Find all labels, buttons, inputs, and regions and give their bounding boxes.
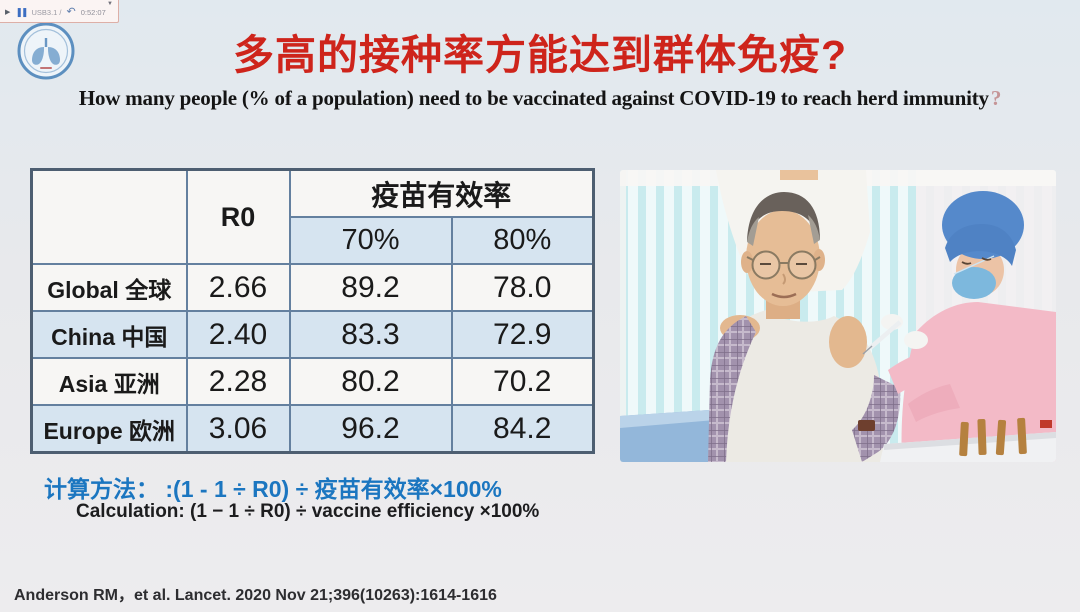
region-cell: Asia 亚洲 <box>30 357 188 406</box>
recorder-toolbar: ▶ ❚❚ USB3.1 / ↶ 0:52:07 ▼ <box>0 0 119 23</box>
calculation-formula-zh: 计算方法： :(1 - 1 ÷ R0) ÷ 疫苗有效率×100% <box>44 476 502 502</box>
device-label: USB3.1 / <box>31 8 62 17</box>
herd-immunity-table: R0 疫苗有效率 70% 80% Global 全球 2.66 89.2 78.… <box>30 168 595 454</box>
slide-subtitle: How many people (% of a population) need… <box>0 86 1080 111</box>
r0-cell: 2.40 <box>185 310 291 359</box>
coverage-80-cell: 70.2 <box>450 357 595 406</box>
chevron-down-icon[interactable]: ▼ <box>107 1 113 7</box>
table-corner-cell <box>30 168 188 265</box>
vaccination-photo <box>620 170 1056 462</box>
lungs-emblem-icon <box>17 22 75 80</box>
table-row-global: Global 全球 2.66 89.2 78.0 <box>30 263 595 312</box>
citation: Anderson RM，et al. Lancet. 2020 Nov 21;3… <box>14 587 497 604</box>
table-row-china: China 中国 2.40 83.3 72.9 <box>30 310 595 359</box>
coverage-70-cell: 96.2 <box>288 404 453 454</box>
coverage-70-cell: 83.3 <box>288 310 453 359</box>
slide-title: 多高的接种率方能达到群体免疫? <box>232 32 848 78</box>
table-row-asia: Asia 亚洲 2.28 80.2 70.2 <box>30 357 595 406</box>
coverage-80-cell: 72.9 <box>450 310 595 359</box>
play-icon[interactable]: ▶ <box>5 9 11 16</box>
coverage-80-cell: 84.2 <box>450 404 595 454</box>
recording-timer: 0:52:07 <box>80 8 106 17</box>
coverage-70-cell: 89.2 <box>288 263 453 312</box>
r0-cell: 2.66 <box>185 263 291 312</box>
coverage-70-cell: 80.2 <box>288 357 453 406</box>
institute-logo <box>16 21 76 81</box>
r0-cell: 2.28 <box>185 357 291 406</box>
undo-icon[interactable]: ↶ <box>66 6 76 18</box>
table-row-europe: Europe 欧洲 3.06 96.2 84.2 <box>30 404 595 454</box>
col-header-80pct: 80% <box>450 216 595 265</box>
subtitle-text: How many people (% of a population) need… <box>78 86 989 110</box>
region-cell: Global 全球 <box>30 263 188 312</box>
region-cell: Europe 欧洲 <box>30 404 188 454</box>
coverage-80-cell: 78.0 <box>450 263 595 312</box>
calculation-formula-en: Calculation: (1 − 1 ÷ R0) ÷ vaccine effi… <box>76 501 540 522</box>
col-header-vaccine-efficacy: 疫苗有效率 <box>288 168 595 218</box>
pause-icon[interactable]: ❚❚ <box>15 7 28 17</box>
vaccination-photo-illustration <box>620 170 1056 462</box>
table-header-row: R0 疫苗有效率 <box>30 168 595 265</box>
col-header-70pct: 70% <box>288 216 453 265</box>
r0-cell: 3.06 <box>185 404 291 454</box>
table-subheader-row: 70% 80% <box>32 216 595 265</box>
col-header-r0: R0 <box>185 168 291 265</box>
region-cell: China 中国 <box>30 310 188 359</box>
subtitle-question-mark: ? <box>990 86 1002 110</box>
